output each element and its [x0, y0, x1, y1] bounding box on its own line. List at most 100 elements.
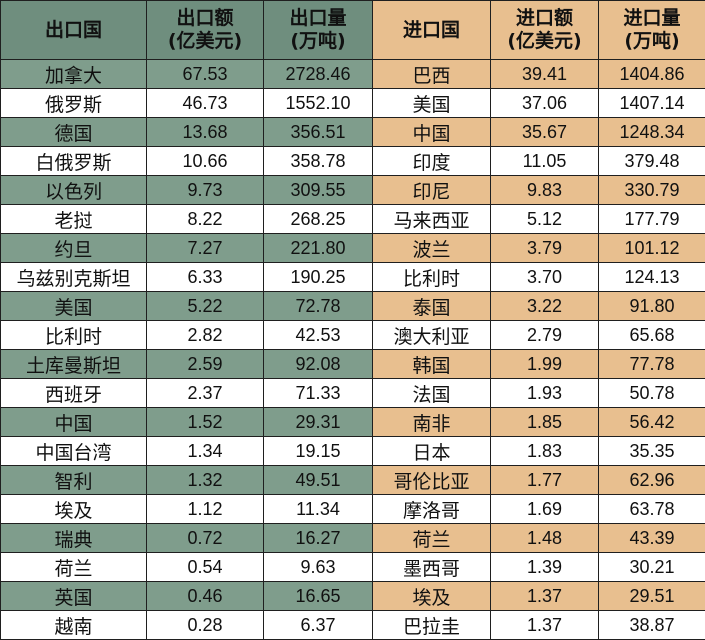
import-amount-cell: 1.48 [491, 524, 599, 553]
import-amount-cell: 3.70 [491, 263, 599, 292]
import-amount-cell: 1.85 [491, 408, 599, 437]
import-volume-cell: 43.39 [599, 524, 705, 553]
export-amount-cell: 67.53 [147, 60, 264, 89]
export-country-cell: 以色列 [1, 176, 147, 205]
export-amount-cell: 0.28 [147, 611, 264, 640]
export-country-cell: 比利时 [1, 321, 147, 350]
export-country-cell: 德国 [1, 118, 147, 147]
export-country-cell: 中国 [1, 408, 147, 437]
import-amount-cell: 35.67 [491, 118, 599, 147]
header-export-volume: 出口量 (万吨) [264, 1, 373, 60]
import-country-cell: 墨西哥 [373, 553, 491, 582]
export-volume-cell: 268.25 [264, 205, 373, 234]
export-amount-cell: 13.68 [147, 118, 264, 147]
import-volume-cell: 91.80 [599, 292, 705, 321]
export-country-cell: 白俄罗斯 [1, 147, 147, 176]
import-volume-cell: 29.51 [599, 582, 705, 611]
export-amount-cell: 6.33 [147, 263, 264, 292]
table-row: 中国台湾 1.34 19.15 日本 1.83 35.35 [1, 437, 705, 466]
import-amount-cell: 2.79 [491, 321, 599, 350]
export-country-cell: 荷兰 [1, 553, 147, 582]
table-row: 土库曼斯坦 2.59 92.08 韩国 1.99 77.78 [1, 350, 705, 379]
import-country-cell: 印度 [373, 147, 491, 176]
import-volume-cell: 1248.34 [599, 118, 705, 147]
export-volume-cell: 2728.46 [264, 60, 373, 89]
export-country-cell: 乌兹别克斯坦 [1, 263, 147, 292]
export-amount-cell: 0.72 [147, 524, 264, 553]
import-volume-cell: 330.79 [599, 176, 705, 205]
import-volume-cell: 101.12 [599, 234, 705, 263]
import-country-cell: 日本 [373, 437, 491, 466]
header-import-amount: 进口额 (亿美元) [491, 1, 599, 60]
import-country-cell: 哥伦比亚 [373, 466, 491, 495]
import-volume-cell: 56.42 [599, 408, 705, 437]
import-country-cell: 印尼 [373, 176, 491, 205]
table-row: 瑞典 0.72 16.27 荷兰 1.48 43.39 [1, 524, 705, 553]
export-country-cell: 加拿大 [1, 60, 147, 89]
export-volume-cell: 309.55 [264, 176, 373, 205]
import-amount-cell: 39.41 [491, 60, 599, 89]
export-volume-cell: 92.08 [264, 350, 373, 379]
export-amount-cell: 2.82 [147, 321, 264, 350]
export-volume-cell: 9.63 [264, 553, 373, 582]
export-volume-cell: 71.33 [264, 379, 373, 408]
import-volume-cell: 77.78 [599, 350, 705, 379]
export-country-cell: 老挝 [1, 205, 147, 234]
import-country-cell: 泰国 [373, 292, 491, 321]
import-volume-cell: 30.21 [599, 553, 705, 582]
import-volume-cell: 35.35 [599, 437, 705, 466]
import-country-cell: 埃及 [373, 582, 491, 611]
import-volume-cell: 50.78 [599, 379, 705, 408]
table-row: 埃及 1.12 11.34 摩洛哥 1.69 63.78 [1, 495, 705, 524]
import-country-cell: 澳大利亚 [373, 321, 491, 350]
import-volume-cell: 65.68 [599, 321, 705, 350]
import-amount-cell: 3.22 [491, 292, 599, 321]
import-country-cell: 南非 [373, 408, 491, 437]
table-row: 以色列 9.73 309.55 印尼 9.83 330.79 [1, 176, 705, 205]
export-volume-cell: 221.80 [264, 234, 373, 263]
export-volume-cell: 6.37 [264, 611, 373, 640]
export-volume-cell: 49.51 [264, 466, 373, 495]
import-amount-cell: 1.37 [491, 611, 599, 640]
import-volume-cell: 63.78 [599, 495, 705, 524]
import-amount-cell: 9.83 [491, 176, 599, 205]
export-country-cell: 瑞典 [1, 524, 147, 553]
export-amount-cell: 8.22 [147, 205, 264, 234]
import-volume-cell: 379.48 [599, 147, 705, 176]
table-row: 荷兰 0.54 9.63 墨西哥 1.39 30.21 [1, 553, 705, 582]
export-country-cell: 越南 [1, 611, 147, 640]
export-volume-cell: 356.51 [264, 118, 373, 147]
export-country-cell: 土库曼斯坦 [1, 350, 147, 379]
import-volume-cell: 38.87 [599, 611, 705, 640]
import-amount-cell: 1.77 [491, 466, 599, 495]
export-volume-cell: 16.65 [264, 582, 373, 611]
import-amount-cell: 1.39 [491, 553, 599, 582]
export-amount-cell: 0.46 [147, 582, 264, 611]
table-row: 比利时 2.82 42.53 澳大利亚 2.79 65.68 [1, 321, 705, 350]
table-row: 约旦 7.27 221.80 波兰 3.79 101.12 [1, 234, 705, 263]
export-amount-cell: 46.73 [147, 89, 264, 118]
table-row: 乌兹别克斯坦 6.33 190.25 比利时 3.70 124.13 [1, 263, 705, 292]
export-country-cell: 中国台湾 [1, 437, 147, 466]
export-country-cell: 英国 [1, 582, 147, 611]
table-row: 美国 5.22 72.78 泰国 3.22 91.80 [1, 292, 705, 321]
table-row: 白俄罗斯 10.66 358.78 印度 11.05 379.48 [1, 147, 705, 176]
export-amount-cell: 1.34 [147, 437, 264, 466]
table-row: 老挝 8.22 268.25 马来西亚 5.12 177.79 [1, 205, 705, 234]
table-row: 加拿大 67.53 2728.46 巴西 39.41 1404.86 [1, 60, 705, 89]
table-row: 德国 13.68 356.51 中国 35.67 1248.34 [1, 118, 705, 147]
import-amount-cell: 3.79 [491, 234, 599, 263]
export-amount-cell: 2.59 [147, 350, 264, 379]
import-amount-cell: 5.12 [491, 205, 599, 234]
table-row: 智利 1.32 49.51 哥伦比亚 1.77 62.96 [1, 466, 705, 495]
export-volume-cell: 42.53 [264, 321, 373, 350]
export-volume-cell: 29.31 [264, 408, 373, 437]
export-volume-cell: 1552.10 [264, 89, 373, 118]
table-row: 中国 1.52 29.31 南非 1.85 56.42 [1, 408, 705, 437]
import-volume-cell: 1404.86 [599, 60, 705, 89]
import-country-cell: 马来西亚 [373, 205, 491, 234]
export-amount-cell: 1.32 [147, 466, 264, 495]
table-row: 英国 0.46 16.65 埃及 1.37 29.51 [1, 582, 705, 611]
import-amount-cell: 37.06 [491, 89, 599, 118]
import-country-cell: 比利时 [373, 263, 491, 292]
